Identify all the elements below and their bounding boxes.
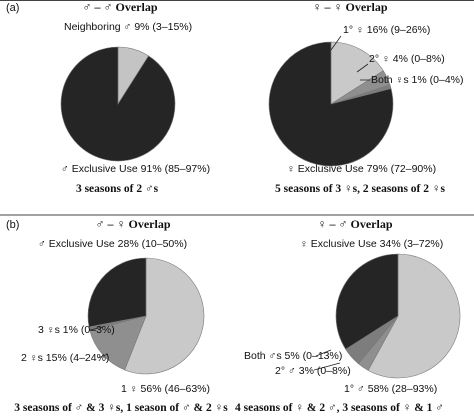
pie	[87, 257, 205, 375]
slice-label-both: 3 ♀s 1% (0–3%)	[38, 324, 115, 336]
slice-label-secondary: 2° ♂ 3% (0–8%)	[275, 365, 351, 377]
chart-female-female: ♀ – ♀ Overlap 1° ♀ 16% (9–26%) 2° ♀ 4% (…	[268, 0, 464, 195]
leader-line-secondary	[97, 353, 109, 359]
pie	[335, 253, 461, 379]
chart-caption: 5 seasons of 3 ♀s, 2 seasons of 2 ♀s	[275, 183, 445, 195]
pie	[60, 46, 176, 162]
pie-slice-primary	[330, 41, 384, 105]
panel-label-b: (b)	[6, 219, 19, 231]
leader-line-secondary	[313, 362, 341, 371]
chart-title: ♂ – ♀ Overlap	[96, 217, 171, 231]
pie-slice-secondary	[89, 315, 147, 371]
pie-slice-exclusive	[268, 41, 394, 167]
slice-label-exclusive: ♀ Exclusive Use 34% (3–72%)	[300, 238, 443, 250]
slice-label-neighbor: Neighboring ♂ 9% (3–15%)	[64, 21, 192, 33]
leader-line-secondary	[356, 63, 369, 73]
leader-line-both	[89, 326, 104, 331]
slice-label-primary: 1° ♀ 16% (9–26%)	[343, 24, 430, 36]
panel-label-a: (a)	[6, 2, 19, 14]
pie-slice-exclusive	[335, 253, 399, 350]
slice-label-primary: 1 ♀ 56% (46–63%)	[121, 383, 210, 395]
chart-title: ♀ – ♀ Overlap	[313, 0, 388, 14]
chart-title: ♀ – ♂ Overlap	[318, 217, 393, 231]
chart-title: ♂ – ♂ Overlap	[83, 0, 158, 14]
slice-label-both: Both ♂s 5% (0–13%)	[244, 350, 342, 362]
slice-label-secondary: 2 ♀s 15% (4–24%)	[21, 352, 109, 364]
chart-caption: 3 seasons of 2 ♂s	[76, 183, 159, 195]
pie-slice-exclusive	[60, 46, 176, 162]
slice-label-both: Both ♀s 1% (0–4%)	[371, 74, 464, 86]
pie-slice-exclusive	[87, 257, 147, 328]
slice-label-exclusive: ♂ Exclusive Use 28% (10–50%)	[38, 238, 187, 250]
slice-label-exclusive: ♂ Exclusive Use 91% (85–97%)	[61, 163, 210, 175]
leader-line-primary	[330, 35, 342, 51]
pie-slice-primary	[367, 253, 461, 379]
chart-female-male: ♀ – ♂ Overlap ♀ Exclusive Use 34% (3–72%…	[235, 217, 461, 414]
slice-label-secondary: 2° ♀ 4% (0–8%)	[369, 53, 445, 65]
pie-slice-primary	[124, 257, 205, 375]
leader-line-both	[315, 349, 332, 357]
chart-caption: 3 seasons of ♂ & 3 ♀s, 1 season of ♂ & 2…	[14, 402, 228, 414]
chart-male-male: ♂ – ♂ Overlap Neighboring ♂ 9% (3–15%) ♂…	[60, 0, 210, 195]
chart-male-female: ♂ – ♀ Overlap ♂ Exclusive Use 28% (10–50…	[14, 217, 228, 414]
pie	[268, 41, 394, 167]
slice-label-primary: 1° ♂ 58% (28–93%)	[344, 383, 437, 395]
slice-label-exclusive: ♀ Exclusive Use 79% (72–90%)	[287, 163, 436, 175]
chart-caption: 4 seasons of ♀ & 2 ♂, 3 seasons of ♀ & 1…	[235, 402, 444, 414]
